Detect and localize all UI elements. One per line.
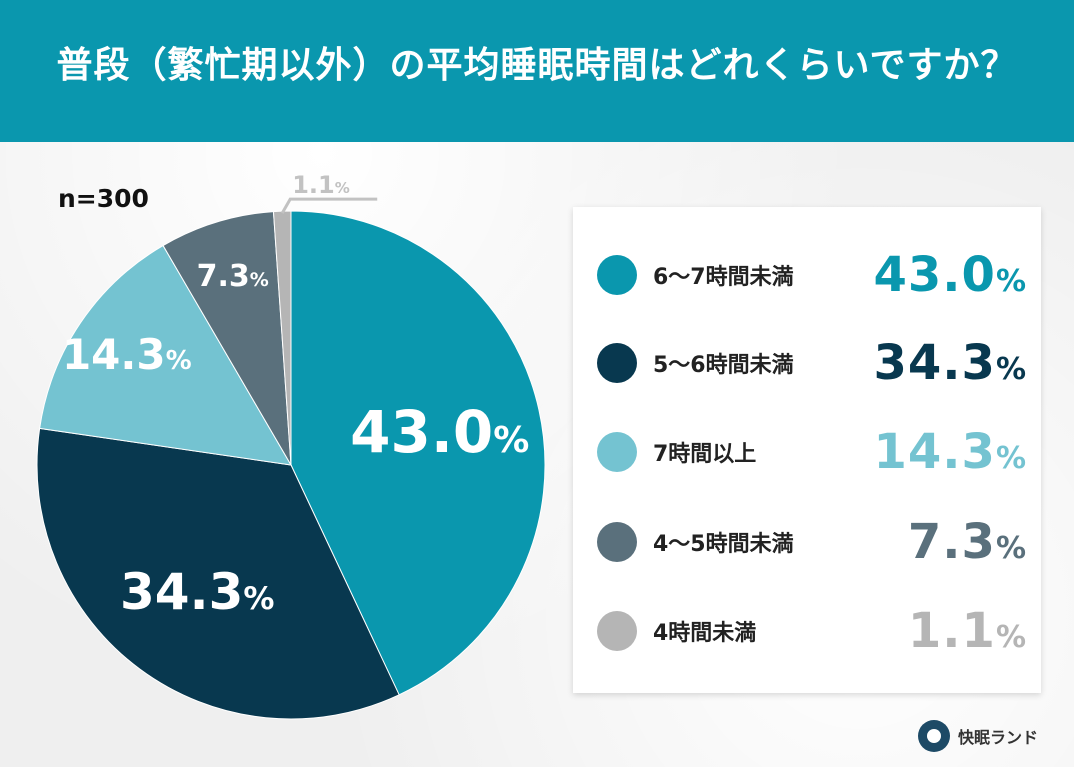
slice-label-5: 1.1% [292,171,350,199]
legend-swatch-3 [597,432,637,472]
callout-line [280,197,378,214]
legend-label-3: 7時間以上 [653,442,757,467]
legend-swatch-1 [597,255,637,295]
pie-slice-4 [162,211,292,466]
pie-slice-3 [39,244,292,466]
chart-title: 普段（繁忙期以外）の平均睡眠時間はどれくらいですか？ [56,45,1018,86]
pie-chart: 43.0% 34.3% 14.3% 7.3% 1.1% [36,171,546,720]
legend: 6〜7時間未満 43.0% 5〜6時間未満 34.3% 7時間以上 14.3% 4〜5時間未… [573,207,1041,693]
legend-item-3: 7時間以上 14.3% [573,422,1041,482]
header-banner: 普段（繁忙期以外）の平均睡眠時間はどれくらいですか？ [0,0,1074,142]
slice-label-1: 43.0% [350,398,529,466]
slice-label-2: 34.3% [120,563,274,621]
legend-label-4: 4〜5時間未満 [653,532,794,557]
brand-name: 快眠ランド [958,728,1039,747]
legend-value-3: 14.3% [873,424,1027,480]
slice-label-3: 14.3% [62,330,192,379]
legend-swatch-4 [597,522,637,562]
legend-item-2: 5〜6時間未満 34.3% [573,333,1041,393]
sample-size: n=300 [58,184,149,213]
legend-item-5: 4時間未満 1.1% [573,601,1041,661]
legend-value-5: 1.1% [907,603,1027,659]
legend-swatch-5 [597,611,637,651]
legend-item-4: 4〜5時間未満 7.3% [573,512,1041,572]
pie-slice-1 [290,210,546,696]
moon-logo-icon [918,720,950,752]
pie-slice-2 [36,427,400,720]
legend-label-5: 4時間未満 [653,621,757,646]
legend-label-2: 5〜6時間未満 [653,353,794,378]
legend-item-1: 6〜7時間未満 43.0% [573,245,1041,305]
slice-label-4: 7.3% [197,259,269,294]
legend-label-1: 6〜7時間未満 [653,265,794,290]
legend-swatch-2 [597,343,637,383]
brand-logo: 快眠ランド [918,720,1038,752]
legend-value-1: 43.0% [873,247,1027,303]
legend-value-4: 7.3% [907,514,1027,570]
legend-value-2: 34.3% [873,335,1027,391]
